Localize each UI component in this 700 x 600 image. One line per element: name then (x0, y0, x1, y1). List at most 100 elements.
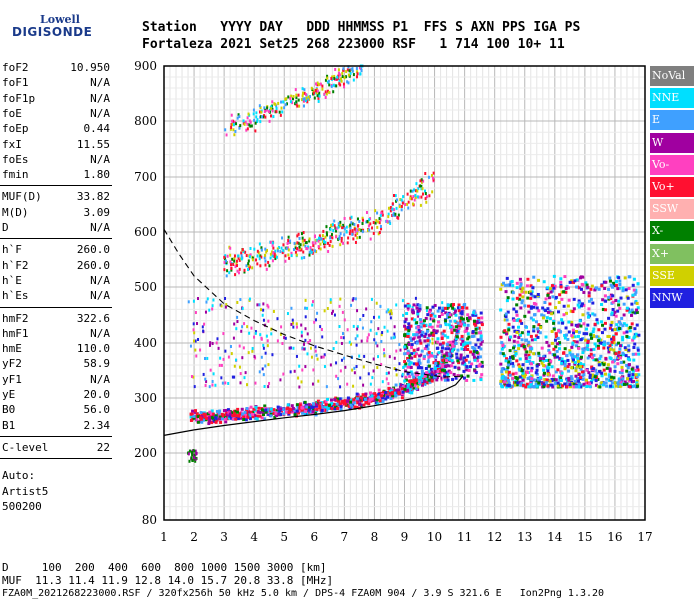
echo-point (523, 375, 527, 379)
echo-point (421, 381, 425, 385)
param-row-he: h`E N/A (2, 273, 110, 288)
echo-point (521, 378, 525, 382)
echo-point (333, 74, 336, 78)
echo-point (408, 336, 412, 340)
echo-point (309, 246, 312, 250)
echo-point (349, 403, 353, 407)
echo-point (571, 341, 575, 345)
echo-point (614, 280, 618, 284)
echo-point (303, 342, 306, 346)
echo-point (582, 382, 586, 386)
echo-point (447, 341, 451, 345)
echo-point (387, 206, 390, 210)
echo-point (270, 327, 273, 331)
echo-point (453, 312, 457, 316)
echo-point (266, 106, 269, 110)
echo-point (397, 388, 401, 392)
echo-point (522, 345, 526, 349)
echo-point (450, 349, 454, 353)
echo-point (426, 313, 430, 317)
echo-point (314, 413, 318, 417)
echo-point (307, 407, 311, 411)
echo-point (632, 358, 636, 362)
echo-point (616, 309, 620, 313)
echo-point (280, 100, 283, 104)
echo-point (588, 373, 592, 377)
echo-point (436, 346, 440, 350)
echo-point (572, 297, 576, 301)
echo-point (406, 351, 410, 355)
echo-point (306, 332, 309, 336)
echo-point (634, 301, 638, 305)
echo-point (284, 254, 287, 258)
echo-point (422, 354, 426, 358)
echo-point (279, 378, 282, 382)
echo-point (541, 316, 545, 320)
auto-info-line: Artist5 (2, 484, 49, 498)
echo-point (320, 355, 323, 359)
echo-point (444, 353, 448, 357)
echo-point (530, 377, 534, 381)
echo-point (233, 254, 236, 258)
echo-point (404, 378, 408, 382)
echo-point (259, 106, 262, 110)
echo-point (511, 325, 515, 329)
echo-point (326, 306, 329, 310)
echo-point (500, 341, 504, 345)
echo-point (266, 339, 269, 343)
echo-point (417, 314, 420, 318)
echo-point (230, 113, 233, 117)
echo-point (371, 226, 374, 230)
echo-point (370, 397, 374, 401)
echo-point (568, 380, 572, 384)
param-key: C-level (2, 440, 49, 454)
echo-point (403, 379, 407, 383)
echo-point (519, 383, 523, 387)
echo-point (316, 238, 319, 242)
echo-point (426, 339, 430, 343)
echo-point (547, 366, 551, 370)
echo-point (407, 206, 410, 210)
echo-point (387, 212, 390, 216)
echo-point (508, 358, 512, 362)
echo-point (196, 297, 199, 301)
echo-point (580, 355, 584, 359)
echo-point (581, 377, 585, 381)
echo-point (537, 381, 541, 385)
echo-point (383, 348, 386, 352)
echo-point (404, 317, 408, 321)
echo-point (271, 100, 274, 104)
echo-point (454, 341, 458, 345)
param-row-fmin: fmin 1.80 (2, 167, 110, 182)
echo-point (407, 342, 411, 346)
echo-point (342, 82, 345, 86)
echo-point (507, 381, 511, 385)
echo-point (380, 339, 383, 343)
echo-point (279, 413, 283, 417)
echo-point (591, 330, 595, 334)
echo-point (259, 333, 262, 337)
echo-point (451, 340, 455, 344)
echo-point (455, 352, 459, 356)
echo-point (287, 411, 291, 415)
echo-point (254, 330, 257, 334)
echo-point (515, 313, 519, 317)
echo-point (417, 385, 420, 389)
echo-point (597, 360, 601, 364)
echo-point (188, 459, 191, 463)
echo-point (333, 84, 336, 88)
echo-point (309, 346, 312, 350)
echo-point (369, 328, 372, 332)
echo-point (306, 352, 309, 356)
echo-point (292, 321, 295, 325)
echo-point (325, 225, 328, 229)
echo-point (507, 328, 511, 332)
echo-point (544, 381, 548, 385)
echo-point (576, 324, 580, 328)
echo-point (348, 232, 351, 236)
echo-point (348, 407, 352, 411)
echo-point (531, 286, 535, 290)
echo-point (350, 215, 353, 219)
echo-point (522, 383, 526, 387)
echo-point (500, 347, 504, 351)
